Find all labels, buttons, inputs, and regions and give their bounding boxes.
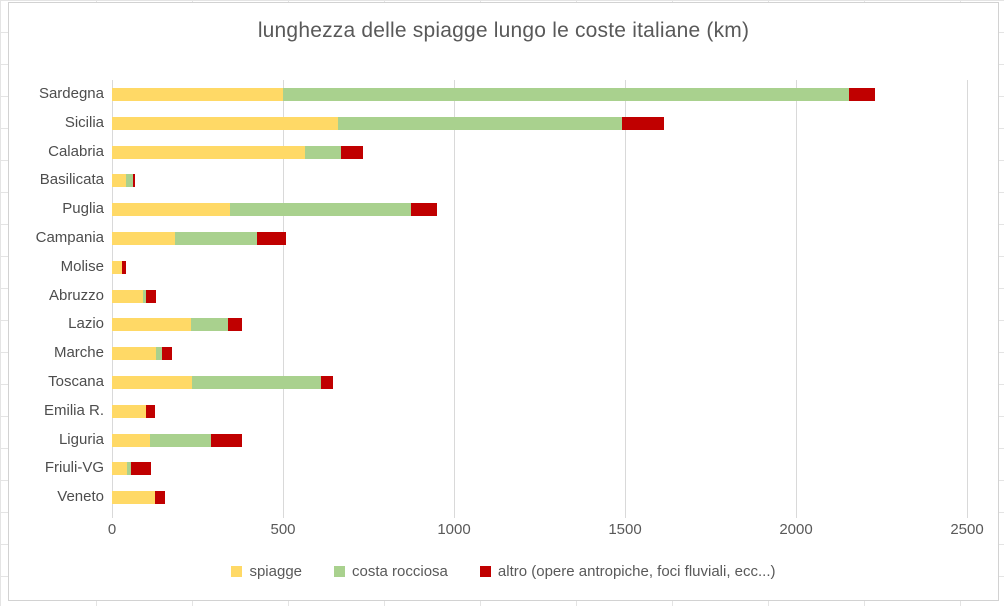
x-axis-tick-label: 0	[107, 521, 117, 538]
bar-row-emilia-r	[112, 404, 155, 418]
bar-segment-costa-basilicata[interactable]	[125, 174, 133, 188]
bar-row-molise	[112, 260, 126, 274]
bar-segment-spiagge-basilicata[interactable]	[112, 174, 126, 188]
bar-segment-spiagge-liguria[interactable]	[112, 433, 150, 447]
bar-segment-spiagge-puglia[interactable]	[112, 203, 230, 217]
bar-row-toscana	[112, 375, 333, 389]
bar-segment-altro-toscana[interactable]	[320, 375, 333, 389]
bar-segment-costa-lazio[interactable]	[190, 318, 229, 332]
bar-segment-spiagge-lazio[interactable]	[112, 318, 191, 332]
bar-row-sardegna	[112, 87, 875, 101]
bar-segment-altro-molise[interactable]	[121, 260, 126, 274]
bar-segment-costa-liguria[interactable]	[149, 433, 212, 447]
bar-row-abruzzo	[112, 289, 156, 303]
bar-segment-spiagge-campania[interactable]	[112, 231, 176, 245]
legend-item-spiagge[interactable]: spiagge	[231, 563, 302, 580]
bar-segment-altro-marche[interactable]	[161, 347, 172, 361]
x-axis: 0 500 1000 1500 2000 2500	[108, 521, 984, 541]
legend: spiagge costa rocciosa altro (opere antrop…	[9, 563, 998, 580]
bar-segment-spiagge-friuli-vg[interactable]	[112, 462, 128, 476]
chart-frame[interactable]: lunghezza delle spiagge lungo le coste i…	[8, 2, 999, 601]
bar-segment-costa-calabria[interactable]	[305, 145, 342, 159]
bar-row-friuli-vg	[112, 462, 151, 476]
bar-segment-altro-calabria[interactable]	[341, 145, 364, 159]
bar-row-puglia	[112, 203, 437, 217]
y-axis-label-sicilia: Sicilia	[64, 113, 104, 131]
bar-segment-spiagge-sicilia[interactable]	[112, 116, 338, 130]
bar-row-calabria	[112, 145, 364, 159]
bar-segment-costa-sicilia[interactable]	[337, 116, 622, 130]
x-axis-tick-label: 2500	[950, 521, 984, 538]
bar-row-marche	[112, 347, 172, 361]
y-axis-label-calabria: Calabria	[48, 142, 104, 160]
y-axis-label-liguria: Liguria	[58, 430, 104, 448]
bar-segment-spiagge-marche[interactable]	[112, 347, 157, 361]
x-axis-tick-label: 2000	[779, 521, 813, 538]
legend-item-altro[interactable]: altro (opere antropiche, foci fluviali, …	[479, 563, 776, 580]
bar-segment-altro-liguria[interactable]	[211, 433, 242, 447]
bar-segment-altro-abruzzo[interactable]	[146, 289, 156, 303]
y-axis-label-puglia: Puglia	[62, 200, 104, 218]
bar-segment-costa-abruzzo[interactable]	[142, 289, 147, 303]
bar-segment-costa-toscana[interactable]	[192, 375, 321, 389]
legend-item-costa[interactable]: costa rocciosa	[334, 563, 448, 580]
bar-segment-altro-emilia-r[interactable]	[146, 404, 155, 418]
legend-swatch-icon	[334, 566, 346, 577]
legend-label: costa rocciosa	[352, 563, 448, 580]
bar-segment-spiagge-veneto[interactable]	[112, 491, 155, 505]
bar-row-basilicata	[112, 174, 136, 188]
legend-label: altro (opere antropiche, foci fluviali, …	[497, 563, 776, 580]
bar-row-veneto	[112, 491, 165, 505]
y-axis-label-friuli-vg: Friuli-VG	[44, 459, 104, 477]
gridline	[796, 80, 797, 518]
bar-row-campania	[112, 231, 287, 245]
bar-segment-spiagge-calabria[interactable]	[112, 145, 306, 159]
y-axis-label-basilicata: Basilicata	[39, 171, 104, 189]
legend-label: spiagge	[249, 563, 303, 580]
x-axis-tick-label: 1500	[608, 521, 642, 538]
gridline	[454, 80, 455, 518]
bar-segment-altro-campania[interactable]	[257, 231, 287, 245]
bar-segment-costa-campania[interactable]	[175, 231, 258, 245]
y-axis-label-emilia-r: Emilia R.	[43, 401, 104, 419]
bar-segment-spiagge-molise[interactable]	[112, 260, 122, 274]
bar-row-lazio	[112, 318, 242, 332]
gridline	[625, 80, 626, 518]
plot-area	[112, 80, 968, 518]
y-axis-label-molise: Molise	[60, 257, 104, 275]
y-axis-label-lazio: Lazio	[68, 315, 104, 333]
x-axis-tick-label: 500	[270, 521, 296, 538]
y-axis-label-abruzzo: Abruzzo	[48, 286, 104, 304]
gridline	[283, 80, 284, 518]
bar-segment-costa-sardegna[interactable]	[283, 87, 849, 101]
y-axis-label-sardegna: Sardegna	[38, 85, 104, 102]
bar-row-sicilia	[112, 116, 665, 130]
bar-segment-altro-sardegna[interactable]	[849, 87, 875, 101]
bar-segment-altro-basilicata[interactable]	[132, 174, 136, 188]
y-axis-label-toscana: Toscana	[48, 373, 104, 390]
y-axis-label-veneto: Veneto	[57, 488, 104, 506]
legend-swatch-icon	[231, 566, 243, 577]
bar-segment-costa-marche[interactable]	[156, 347, 162, 361]
bar-segment-costa-puglia[interactable]	[229, 203, 412, 217]
bar-segment-spiagge-sardegna[interactable]	[112, 87, 283, 101]
bar-row-liguria	[112, 433, 242, 447]
y-axis-label-campania: Campania	[35, 229, 104, 246]
bar-segment-altro-friuli-vg[interactable]	[130, 462, 151, 476]
y-axis-label-marche: Marche	[53, 344, 104, 362]
gridline	[967, 80, 968, 518]
bar-segment-spiagge-toscana[interactable]	[112, 375, 193, 389]
legend-swatch-icon	[479, 566, 491, 577]
chart-title: lunghezza delle spiagge lungo le coste i…	[257, 19, 750, 42]
bar-segment-spiagge-emilia-r[interactable]	[112, 404, 147, 418]
bar-segment-altro-lazio[interactable]	[228, 318, 242, 332]
bar-segment-altro-veneto[interactable]	[154, 491, 165, 505]
bar-segment-altro-puglia[interactable]	[411, 203, 437, 217]
bar-segment-costa-friuli-vg[interactable]	[127, 462, 131, 476]
x-axis-tick-label: 1000	[437, 521, 471, 538]
bar-segment-spiagge-abruzzo[interactable]	[112, 289, 143, 303]
bar-segment-altro-sicilia[interactable]	[621, 116, 665, 130]
